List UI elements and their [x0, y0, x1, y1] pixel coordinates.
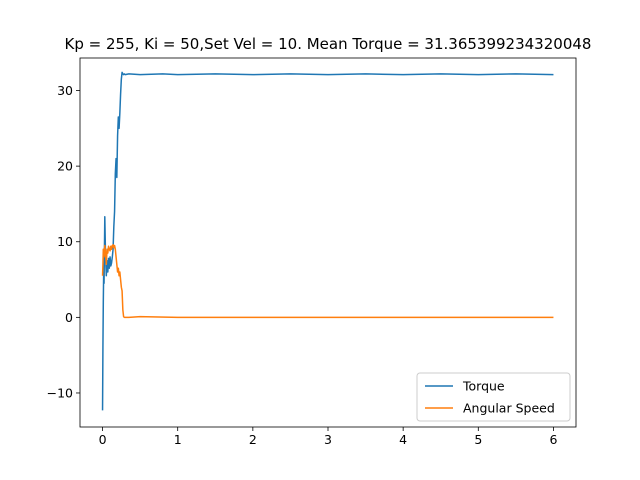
series-line-1 [101, 244, 554, 319]
y-tick-label: 0 [65, 310, 73, 325]
legend-label-1: Angular Speed [463, 401, 555, 416]
y-tick-label: 20 [57, 159, 73, 174]
axes-frame [79, 57, 577, 428]
y-tick-label: −10 [47, 385, 73, 400]
x-tick-label: 6 [549, 432, 557, 447]
plot-area [79, 57, 577, 428]
chart-title: Kp = 255, Ki = 50,Set Vel = 10. Mean Tor… [65, 35, 592, 53]
legend-label-0: Torque [462, 379, 505, 394]
x-tick-label: 5 [474, 432, 482, 447]
x-tick-label: 4 [399, 432, 407, 447]
y-tick-label: 30 [57, 83, 73, 98]
x-tick-label: 1 [174, 432, 182, 447]
y-tick-label: 10 [57, 234, 73, 249]
x-axis: 0 1 2 3 4 5 6 [99, 427, 557, 447]
legend-box [416, 372, 571, 422]
x-tick-label: 2 [249, 432, 257, 447]
series-line-0 [101, 71, 554, 411]
x-tick-label: 0 [99, 432, 107, 447]
legend: Torque Angular Speed [416, 372, 571, 422]
y-axis: −10 0 10 20 30 [47, 83, 80, 400]
x-tick-label: 3 [324, 432, 332, 447]
